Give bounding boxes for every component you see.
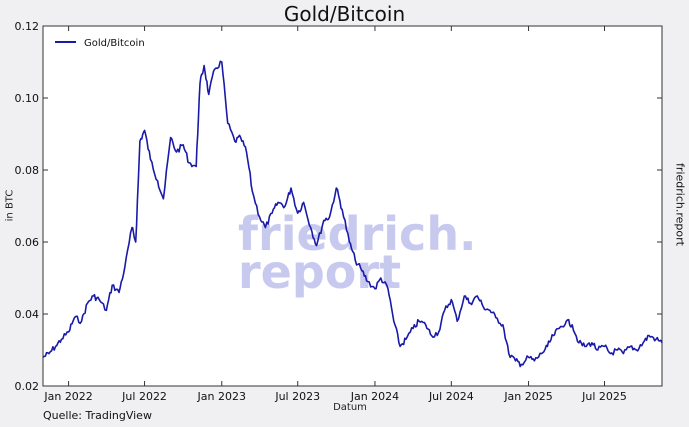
y-axis: 0.02 0.04 0.06 0.08 0.10 0.12 xyxy=(15,20,662,393)
x-tick-label: Jan 2022 xyxy=(43,390,92,403)
x-tick-label: Jul 2025 xyxy=(581,390,627,403)
x-tick-label: Jul 2024 xyxy=(428,390,474,403)
watermark-line-1: friedrich. xyxy=(238,207,477,261)
chart-title: Gold/Bitcoin xyxy=(283,2,406,26)
x-tick-label: Jul 2023 xyxy=(274,390,320,403)
series-layer xyxy=(42,60,663,368)
source-note: Quelle: TradingView xyxy=(43,409,152,422)
x-axis-label: Datum xyxy=(333,402,367,413)
y-tick-label: 0.02 xyxy=(15,380,40,393)
y-tick-label: 0.06 xyxy=(15,236,40,249)
x-tick-label: Jan 2025 xyxy=(503,390,552,403)
watermark-line-2: report xyxy=(238,245,401,299)
side-brand-label: friedrich.report xyxy=(673,163,687,246)
x-tick-label: Jul 2022 xyxy=(121,390,167,403)
y-tick-label: 0.08 xyxy=(15,164,40,177)
x-tick-label: Jan 2024 xyxy=(350,390,399,403)
legend-label: Gold/Bitcoin xyxy=(84,38,145,49)
plot-area xyxy=(42,25,663,387)
x-tick-label: Jan 2023 xyxy=(197,390,246,403)
legend: Gold/Bitcoin xyxy=(55,38,145,49)
series-line xyxy=(42,60,663,368)
x-axis: Jan 2022 Jul 2022 Jan 2023 Jul 2023 Jan 2024… xyxy=(43,26,627,403)
y-tick-label: 0.10 xyxy=(15,92,40,105)
y-tick-label: 0.12 xyxy=(15,20,40,33)
y-axis-label: in BTC xyxy=(4,189,16,222)
y-tick-label: 0.04 xyxy=(15,308,40,321)
watermark: friedrich. report xyxy=(238,207,477,299)
